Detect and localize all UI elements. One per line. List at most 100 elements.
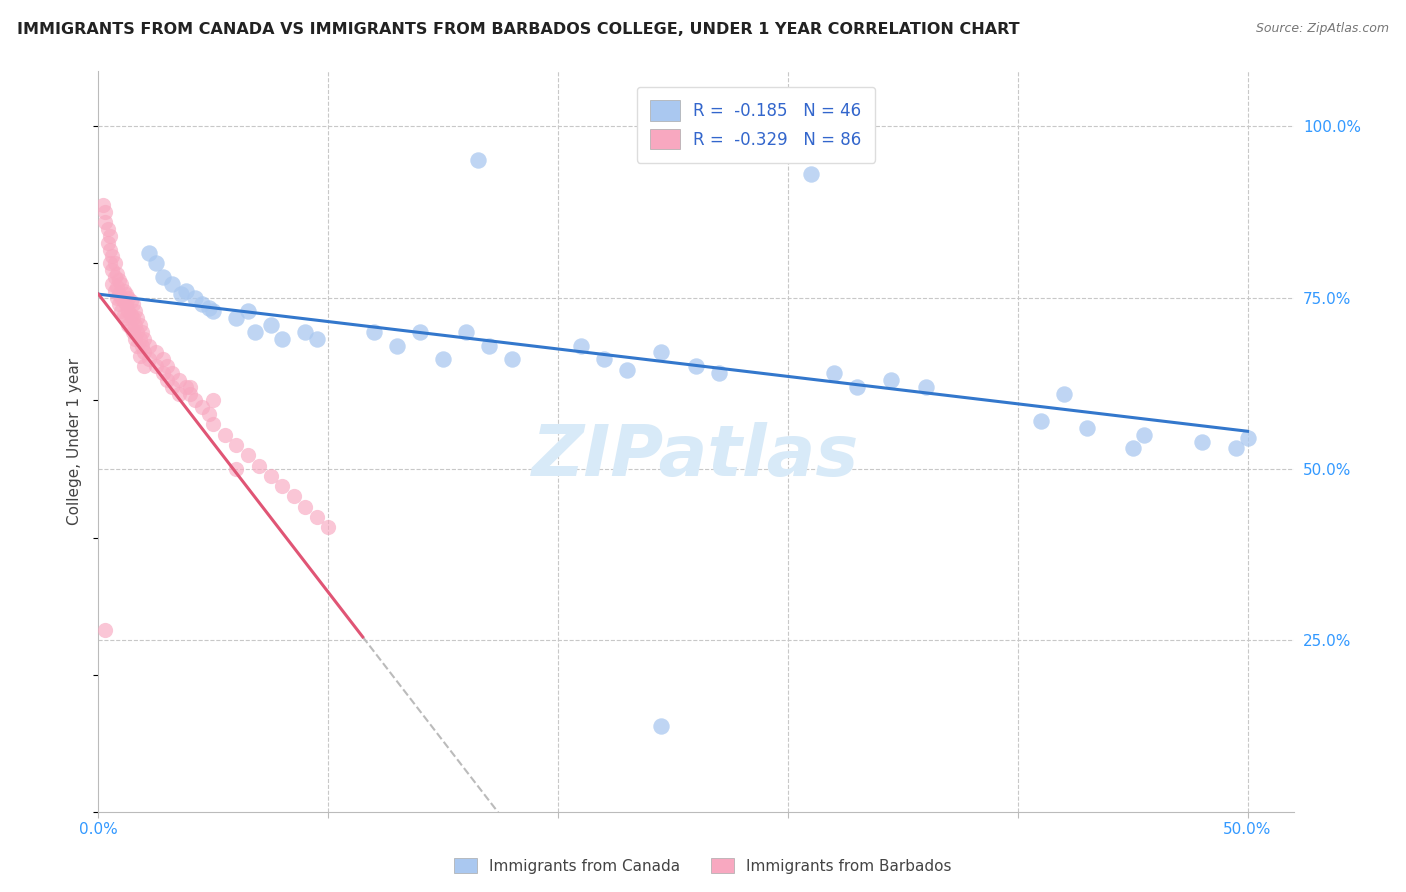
Point [789, 119, 811, 133]
Point [156, 373, 179, 387]
Point [117, 291, 139, 305]
Point [823, 366, 845, 380]
Point [138, 352, 160, 367]
Point [225, 462, 247, 476]
Point [160, 366, 183, 380]
Point [101, 263, 124, 277]
Point [294, 500, 316, 514]
Point [103, 256, 125, 270]
Point [174, 380, 197, 394]
Point [271, 332, 294, 346]
Point [105, 280, 128, 294]
Point [467, 153, 489, 168]
Point [1133, 427, 1156, 442]
Point [243, 325, 266, 339]
Point [138, 338, 160, 352]
Point [117, 304, 139, 318]
Point [110, 277, 132, 291]
Point [108, 287, 131, 301]
Point [1236, 431, 1258, 445]
Point [271, 479, 294, 493]
Point [179, 386, 201, 401]
Point [110, 291, 132, 305]
Point [236, 304, 259, 318]
Point [170, 287, 193, 301]
Point [128, 332, 150, 346]
Point [131, 338, 153, 352]
Point [134, 359, 156, 373]
Point [225, 438, 247, 452]
Point [108, 297, 131, 311]
Point [124, 332, 146, 346]
Point [650, 719, 672, 733]
Point [112, 284, 135, 298]
Point [98, 243, 121, 257]
Point [305, 510, 328, 524]
Text: IMMIGRANTS FROM CANADA VS IMMIGRANTS FROM BARBADOS COLLEGE, UNDER 1 YEAR CORRELA: IMMIGRANTS FROM CANADA VS IMMIGRANTS FRO… [17, 22, 1019, 37]
Point [191, 297, 214, 311]
Point [197, 407, 219, 421]
Point [845, 380, 868, 394]
Point [120, 308, 142, 322]
Point [105, 291, 128, 305]
Point [650, 345, 672, 359]
Point [117, 318, 139, 332]
Point [456, 325, 478, 339]
Point [115, 297, 138, 311]
Point [236, 448, 259, 462]
Point [880, 373, 903, 387]
Point [478, 338, 501, 352]
Point [152, 270, 174, 285]
Point [122, 297, 145, 311]
Point [184, 393, 207, 408]
Point [179, 380, 201, 394]
Point [202, 304, 225, 318]
Point [214, 427, 236, 442]
Point [707, 366, 730, 380]
Point [122, 325, 145, 339]
Point [120, 293, 142, 308]
Point [174, 284, 197, 298]
Point [115, 287, 138, 301]
Point [305, 332, 328, 346]
Point [127, 325, 149, 339]
Point [124, 304, 146, 318]
Point [101, 250, 124, 264]
Point [127, 338, 149, 352]
Point [501, 352, 523, 367]
Point [247, 458, 270, 473]
Point [616, 362, 638, 376]
Point [98, 228, 121, 243]
Point [160, 380, 183, 394]
Point [225, 311, 247, 326]
Point [283, 489, 305, 503]
Point [191, 401, 214, 415]
Point [128, 318, 150, 332]
Point [197, 301, 219, 315]
Text: ZIPatlas: ZIPatlas [533, 422, 859, 491]
Point [97, 222, 120, 236]
Point [108, 273, 131, 287]
Point [363, 325, 385, 339]
Point [152, 366, 174, 380]
Point [97, 235, 120, 250]
Point [260, 318, 283, 332]
Point [1191, 434, 1213, 449]
Point [184, 291, 207, 305]
Point [91, 198, 114, 212]
Point [138, 246, 160, 260]
Point [112, 293, 135, 308]
Point [101, 277, 124, 291]
Point [112, 308, 135, 322]
Legend: R =  -0.185   N = 46, R =  -0.329   N = 86: R = -0.185 N = 46, R = -0.329 N = 86 [637, 87, 875, 162]
Y-axis label: College, Under 1 year: College, Under 1 year [67, 358, 83, 525]
Point [160, 277, 183, 291]
Point [167, 373, 190, 387]
Point [1122, 442, 1144, 456]
Point [110, 304, 132, 318]
Point [145, 256, 167, 270]
Point [385, 338, 409, 352]
Point [914, 380, 936, 394]
Point [202, 393, 225, 408]
Point [409, 325, 432, 339]
